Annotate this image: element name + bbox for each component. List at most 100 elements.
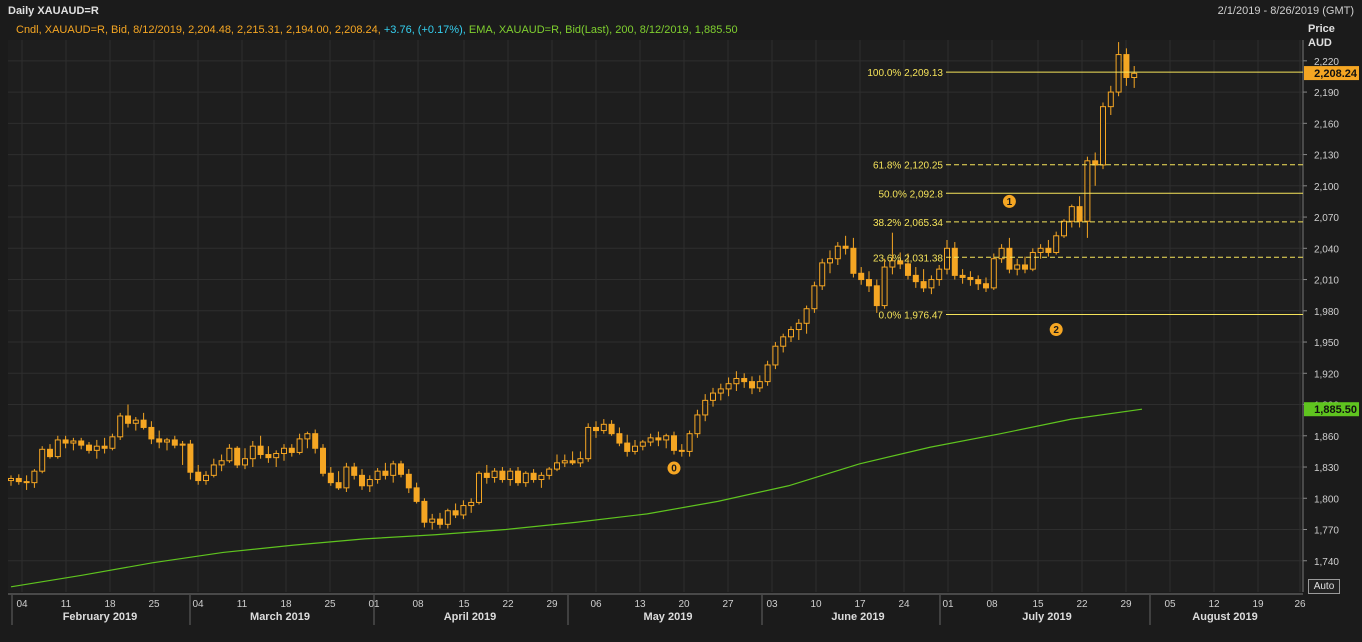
x-tick-label: 11: [61, 599, 72, 610]
candle-body: [312, 433, 319, 449]
month-label: May 2019: [644, 611, 693, 623]
candle-body: [811, 285, 818, 310]
candle-body: [577, 458, 584, 464]
candle-body: [717, 388, 724, 394]
x-tick-label: 25: [148, 599, 160, 610]
auto-scale-button[interactable]: Auto: [1308, 579, 1340, 594]
candle-body: [850, 247, 857, 274]
x-tick-label: 24: [898, 599, 910, 610]
candle-body: [140, 419, 147, 428]
candle-body: [1029, 251, 1036, 270]
candle-body: [639, 441, 646, 447]
candle-body: [632, 445, 638, 452]
candle-body: [936, 268, 943, 281]
candle-body: [678, 449, 685, 452]
month-label: July 2019: [1022, 611, 1072, 623]
candle-body: [616, 433, 623, 444]
candle-body: [1006, 247, 1013, 270]
candle-body: [1092, 160, 1099, 166]
candle-body: [959, 274, 966, 278]
candle-body: [101, 445, 108, 449]
candle-body: [23, 481, 30, 484]
candle-body: [1061, 220, 1067, 237]
x-tick-label: 12: [1208, 599, 1220, 610]
candle-body: [990, 258, 997, 289]
x-tick-label: 29: [546, 599, 558, 610]
candle-body: [242, 458, 248, 466]
candle-body: [468, 501, 475, 507]
candle-body: [1115, 54, 1122, 93]
candle-body: [530, 472, 537, 481]
candle-body: [928, 279, 935, 289]
candle-body: [265, 454, 272, 459]
candle-body: [390, 463, 397, 476]
candle-body: [803, 308, 810, 324]
x-tick-label: 25: [324, 599, 336, 610]
month-label: June 2019: [831, 611, 884, 623]
candle-body: [819, 262, 826, 287]
candle-body: [600, 423, 607, 432]
candle-body: [795, 322, 802, 331]
x-tick-label: 05: [1164, 599, 1176, 610]
y-tick-label: 1,860: [1314, 432, 1339, 443]
legend-ema-text: EMA, XAUAUD=R, Bid(Last), 200, 8/12/2019…: [468, 24, 738, 36]
x-tick-label: 18: [280, 599, 292, 610]
candle-body: [569, 460, 576, 464]
candle-body: [359, 474, 365, 487]
candle-body: [827, 258, 833, 264]
candle-body: [226, 447, 233, 462]
fib-level-label: 38.2% 2,065.34: [873, 218, 943, 229]
candle-body: [187, 443, 194, 473]
candle-body: [1131, 72, 1138, 78]
candle-body: [476, 472, 482, 503]
candle-body: [1022, 264, 1028, 270]
wave-marker-label: 1: [1007, 197, 1013, 208]
fib-level-label: 50.0% 2,092.8: [879, 189, 944, 200]
candle-body: [249, 445, 256, 460]
candle-body: [585, 426, 592, 460]
x-tick-label: 20: [678, 599, 690, 610]
candle-body: [109, 436, 116, 449]
x-tick-label: 04: [16, 599, 28, 610]
candle-body: [132, 419, 139, 424]
x-tick-label: 22: [502, 599, 514, 610]
candle-body: [733, 377, 740, 385]
candle-body: [593, 426, 599, 432]
candle-body: [288, 447, 295, 453]
x-tick-label: 04: [192, 599, 204, 610]
candle-body: [897, 260, 904, 265]
candle-body: [62, 439, 69, 444]
y-tick-label: 1,740: [1314, 557, 1339, 568]
y-tick-label: 1,980: [1314, 307, 1339, 318]
candle-body: [117, 415, 124, 438]
candle-body: [889, 260, 896, 268]
wave-marker: [1002, 194, 1016, 208]
candle-body: [951, 247, 958, 276]
candle-body: [8, 477, 14, 482]
candle-body: [881, 266, 888, 307]
candle-body: [834, 245, 841, 260]
y-tick-label: 2,160: [1314, 119, 1339, 130]
candle-body: [608, 423, 615, 435]
x-tick-label: 08: [986, 599, 998, 610]
candle-body: [1037, 247, 1044, 253]
candle-body: [31, 470, 38, 484]
candle-body: [1045, 247, 1052, 253]
fib-level-label: 100.0% 2,209.13: [867, 68, 943, 79]
candle-body: [39, 448, 46, 472]
candle-body: [78, 440, 85, 446]
fib-level-label: 0.0% 1,976.47: [879, 310, 944, 321]
candle-body: [54, 439, 61, 458]
candle-body: [1068, 206, 1075, 222]
candle-body: [554, 462, 560, 470]
x-tick-label: 01: [942, 599, 954, 610]
candle-body: [93, 445, 100, 451]
candle-body: [912, 274, 919, 283]
date-range: 2/1/2019 - 8/26/2019 (GMT): [1217, 5, 1354, 17]
candle-body: [1076, 206, 1083, 222]
x-tick-label: 11: [237, 599, 248, 610]
chart-title: Daily XAUAUD=R: [8, 5, 99, 17]
candle-body: [741, 377, 748, 383]
candle-body: [1123, 54, 1130, 78]
x-tick-label: 29: [1120, 599, 1132, 610]
